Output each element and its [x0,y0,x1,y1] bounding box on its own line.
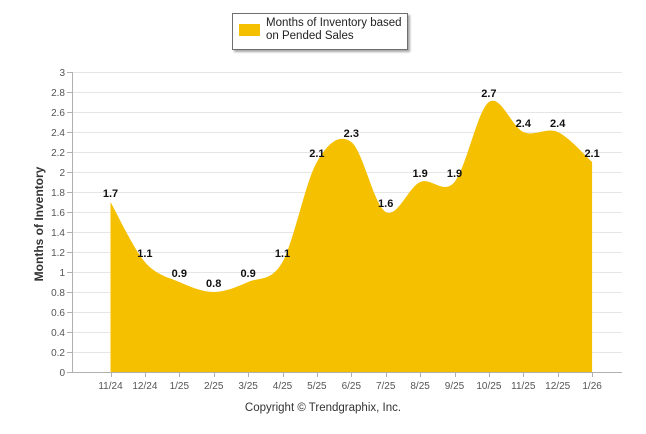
x-tick-label: 1/26 [582,381,602,392]
y-tick-label: 2.8 [51,88,65,99]
y-tick-label: 1 [59,268,65,279]
data-label: 2.1 [309,148,324,160]
legend-label: Months of Inventory based on Pended Sale… [266,17,402,42]
area-series [110,100,593,373]
x-tick-label: 3/25 [238,381,258,392]
data-label: 1.9 [447,168,462,180]
y-axis-title: Months of Inventory [32,166,46,281]
y-tick-label: 2.6 [51,108,65,119]
y-tick-label: 0.8 [51,288,65,299]
y-tick-label: 0.6 [51,308,65,319]
x-tick-label: 2/25 [204,381,224,392]
data-label: 2.4 [550,118,566,130]
y-tick-label: 2 [59,168,65,179]
copyright-text: Copyright © Trendgraphix, Inc. [244,402,402,414]
x-tick-label: 12/25 [545,381,570,392]
data-label: 1.1 [137,248,152,260]
x-tick-label: 11/24 [98,381,123,392]
x-tick-label: 4/25 [273,381,293,392]
data-label: 2.4 [516,118,532,130]
data-label: 2.7 [481,88,496,100]
y-tick-label: 0.4 [51,328,65,339]
y-tick-label: 0 [59,368,65,379]
legend-swatch [239,24,260,36]
x-tick-label: 9/25 [445,381,465,392]
data-label: 1.7 [103,188,118,200]
y-tick-label: 1.8 [51,188,65,199]
y-tick-label: 2.4 [51,128,65,139]
x-tick-label: 5/25 [307,381,327,392]
x-tick-label: 1/25 [170,381,190,392]
data-label: 1.9 [412,168,427,180]
x-tick-label: 6/25 [342,381,362,392]
y-tick-label: 1.4 [51,228,65,239]
y-tick-label: 2.2 [51,148,65,159]
x-tick-label: 11/25 [511,381,536,392]
x-tick-label: 8/25 [410,381,430,392]
y-tick-label: 0.2 [51,348,65,359]
data-label: 0.9 [240,268,255,280]
area-fill [110,100,593,373]
y-tick-label: 1.6 [51,208,65,219]
y-tick-label: 1.2 [51,248,65,259]
legend[interactable]: Months of Inventory based on Pended Sale… [232,13,408,50]
x-tick-label: 12/24 [132,381,157,392]
x-tick-label: 7/25 [376,381,396,392]
data-label: 0.9 [172,268,187,280]
data-label: 1.6 [378,198,393,210]
data-label: 1.1 [275,248,290,260]
data-labels: 1.7 1.1 0.9 0.8 0.9 1.1 2.1 2.3 1.6 1.9 1.9 2.7 2.4 2… [103,88,600,290]
axes: 0 0.2 0.4 0.6 0.8 1 1.2 1.4 1.6 1.8 2 2.2 2.4 2.6 2.8 3… [51,68,622,392]
x-tick-label: 10/25 [476,381,501,392]
data-label: 2.3 [344,128,359,140]
data-label: 2.1 [584,148,599,160]
data-label: 0.8 [206,278,221,290]
y-tick-label: 3 [59,68,65,79]
